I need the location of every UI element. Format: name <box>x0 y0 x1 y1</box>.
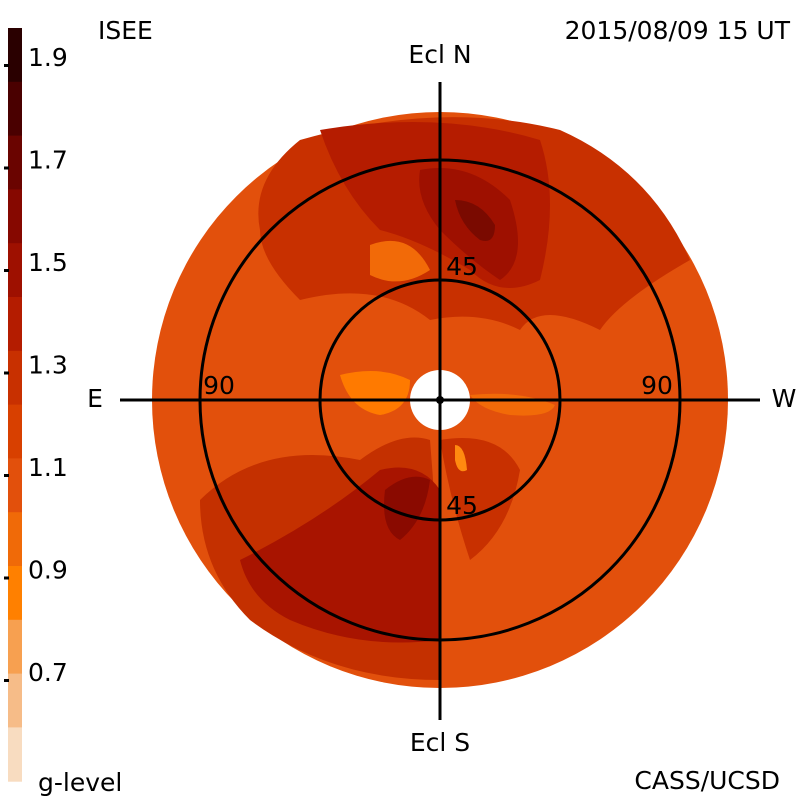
colorbar-band <box>8 512 22 567</box>
colorbar-label: g-level <box>38 768 122 797</box>
tick-mark <box>4 576 9 580</box>
header-right: 2015/08/09 15 UT <box>565 16 791 45</box>
colorbar: 1.9 1.7 1.5 1.3 1.1 0.9 0.7 <box>4 28 68 782</box>
ring-label: 45 <box>446 252 478 281</box>
tick-mark <box>4 474 9 477</box>
colorbar-band <box>8 619 22 675</box>
header-left: ISEE <box>98 16 153 45</box>
colorbar-tick-label: 0.7 <box>28 658 68 687</box>
footer: CASS/UCSD <box>634 766 780 795</box>
colorbar-tick-label: 1.1 <box>28 453 68 482</box>
tick-mark <box>4 269 9 272</box>
east-label: E <box>87 384 103 413</box>
north-label: Ecl N <box>408 40 471 69</box>
colorbar-band <box>8 350 22 406</box>
colorbar-tick-label: 1.3 <box>28 351 68 380</box>
ring-label: 90 <box>641 371 673 400</box>
colorbar-band <box>8 81 22 137</box>
ring-label: 90 <box>203 371 235 400</box>
colorbar-band <box>8 673 22 728</box>
colorbar-band <box>8 28 22 83</box>
colorbar-band <box>8 297 22 352</box>
tick-mark <box>4 371 9 375</box>
tick-mark <box>4 679 9 682</box>
west-label: W <box>772 384 797 413</box>
colorbar-band <box>8 189 22 244</box>
colorbar-band <box>8 727 22 782</box>
center <box>436 396 444 404</box>
colorbar-band <box>8 135 22 190</box>
colorbar-tick-label: 1.9 <box>28 43 68 72</box>
colorbar-tick-label: 1.7 <box>28 146 68 175</box>
tick-mark <box>4 64 9 67</box>
colorbar-band <box>8 243 22 298</box>
colorbar-tick-label: 0.9 <box>28 556 68 585</box>
tick-mark <box>4 166 9 170</box>
colorbar-band <box>8 404 22 459</box>
ring-label: 45 <box>446 491 478 520</box>
colorbar-band <box>8 458 22 513</box>
colorbar-tick-label: 1.5 <box>28 248 68 277</box>
south-label: Ecl S <box>410 728 470 757</box>
colorbar-band <box>8 566 22 621</box>
